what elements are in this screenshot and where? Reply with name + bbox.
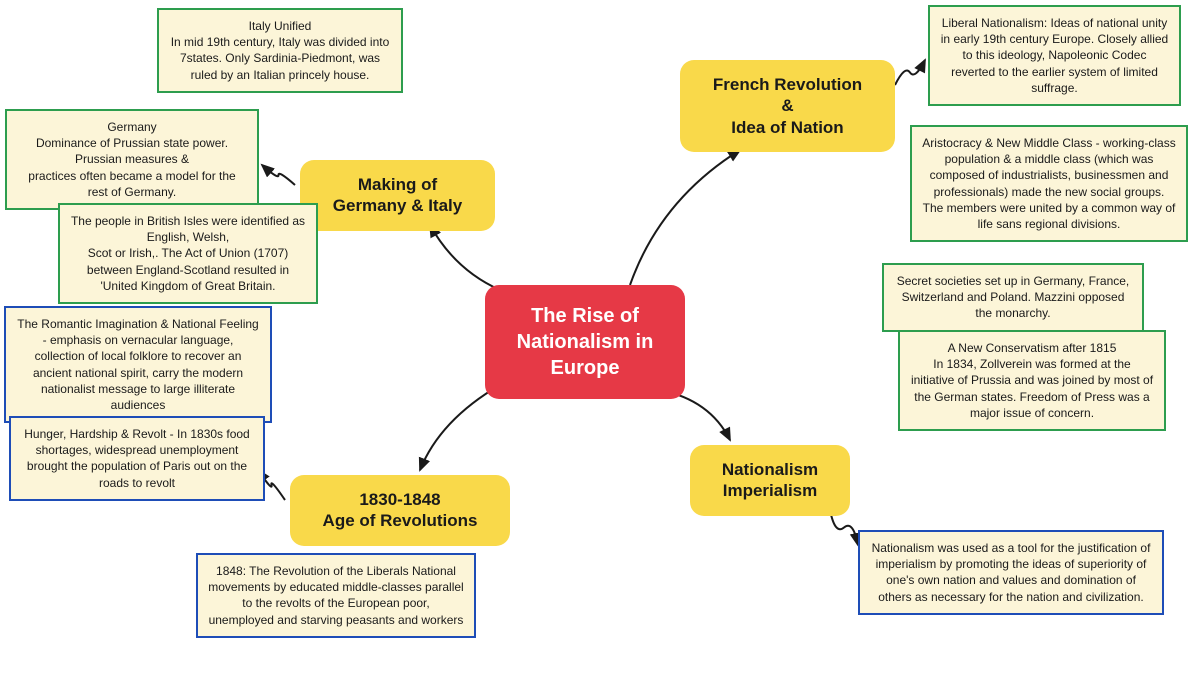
- info-box-9: A New Conservatism after 1815In 1834, Zo…: [898, 330, 1166, 431]
- info-box-10: Nationalism was used as a tool for the j…: [858, 530, 1164, 615]
- branch-making: Making ofGermany & Italy: [300, 160, 495, 231]
- branch-french: French Revolution&Idea of Nation: [680, 60, 895, 152]
- info-box-8: Secret societies set up in Germany, Fran…: [882, 263, 1144, 332]
- info-box-4: Hunger, Hardship & Revolt - In 1830s foo…: [9, 416, 265, 501]
- info-box-0: Italy UnifiedIn mid 19th century, Italy …: [157, 8, 403, 93]
- info-box-1: GermanyDominance of Prussian state power…: [5, 109, 259, 210]
- info-box-5: 1848: The Revolution of the Liberals Nat…: [196, 553, 476, 638]
- branch-age: 1830-1848Age of Revolutions: [290, 475, 510, 546]
- info-box-3: The Romantic Imagination & National Feel…: [4, 306, 272, 423]
- info-box-2: The people in British Isles were identif…: [58, 203, 318, 304]
- info-box-7: Aristocracy & New Middle Class - working…: [910, 125, 1188, 242]
- info-box-6: Liberal Nationalism: Ideas of national u…: [928, 5, 1181, 106]
- branch-imperialism: NationalismImperialism: [690, 445, 850, 516]
- center-node: The Rise ofNationalism inEurope: [485, 285, 685, 399]
